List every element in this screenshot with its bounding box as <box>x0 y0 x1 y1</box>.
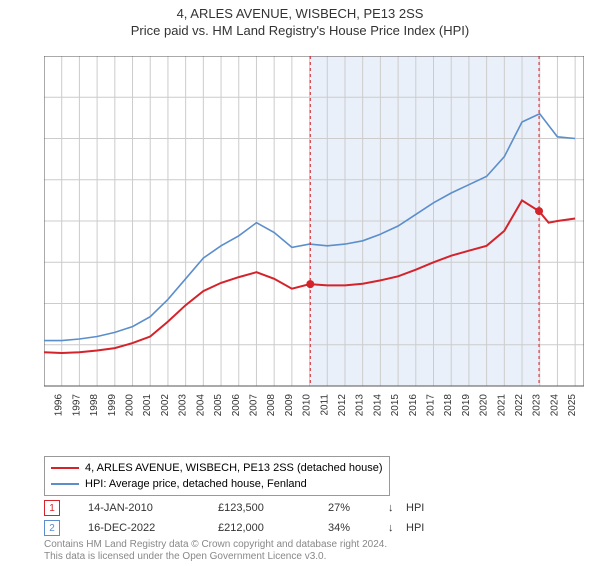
footer-line2: This data is licensed under the Open Gov… <box>44 551 387 563</box>
svg-text:2001: 2001 <box>142 394 153 416</box>
marker-suffix: HPI <box>406 522 436 534</box>
svg-text:2011: 2011 <box>319 394 330 416</box>
marker-badge: 2 <box>44 520 60 536</box>
legend-swatch <box>51 483 79 485</box>
svg-text:2010: 2010 <box>302 394 313 416</box>
svg-text:2012: 2012 <box>337 394 348 416</box>
svg-text:2002: 2002 <box>160 394 171 416</box>
marker-date: 14-JAN-2010 <box>88 502 218 514</box>
svg-text:1995: 1995 <box>44 394 47 416</box>
legend-item: HPI: Average price, detached house, Fenl… <box>51 476 383 492</box>
legend-item: 4, ARLES AVENUE, WISBECH, PE13 2SS (deta… <box>51 460 383 476</box>
chart-plot: £0K£50K£100K£150K£200K£250K£300K£350K£40… <box>44 56 584 416</box>
svg-text:2023: 2023 <box>532 394 543 416</box>
marker-row: 2 16-DEC-2022£212,00034%↓HPI <box>44 518 436 538</box>
footer-attribution: Contains HM Land Registry data © Crown c… <box>44 539 387 562</box>
legend-label: HPI: Average price, detached house, Fenl… <box>85 478 307 490</box>
svg-text:2016: 2016 <box>408 394 419 416</box>
marker-row: 1 14-JAN-2010£123,50027%↓HPI <box>44 498 436 518</box>
legend-label: 4, ARLES AVENUE, WISBECH, PE13 2SS (deta… <box>85 462 383 474</box>
svg-text:2008: 2008 <box>266 394 277 416</box>
svg-text:2020: 2020 <box>479 394 490 416</box>
marker-suffix: HPI <box>406 502 436 514</box>
svg-text:1996: 1996 <box>54 394 65 416</box>
marker-table: 1 14-JAN-2010£123,50027%↓HPI 2 16-DEC-2022£… <box>44 498 436 538</box>
marker-pct: 34% <box>328 522 388 534</box>
svg-text:2024: 2024 <box>549 394 560 416</box>
svg-text:1998: 1998 <box>89 394 100 416</box>
marker-date: 16-DEC-2022 <box>88 522 218 534</box>
chart-title-subtitle: Price paid vs. HM Land Registry's House … <box>0 23 600 38</box>
marker-price: £212,000 <box>218 522 328 534</box>
svg-text:2005: 2005 <box>213 394 224 416</box>
svg-text:2014: 2014 <box>372 394 383 416</box>
chart-container: 4, ARLES AVENUE, WISBECH, PE13 2SS Price… <box>0 6 600 566</box>
footer-line1: Contains HM Land Registry data © Crown c… <box>44 539 387 551</box>
svg-text:2006: 2006 <box>231 394 242 416</box>
svg-text:2003: 2003 <box>178 394 189 416</box>
legend: 4, ARLES AVENUE, WISBECH, PE13 2SS (deta… <box>44 456 390 496</box>
legend-swatch <box>51 467 79 469</box>
svg-text:2018: 2018 <box>443 394 454 416</box>
svg-text:2019: 2019 <box>461 394 472 416</box>
svg-text:2004: 2004 <box>195 394 206 416</box>
svg-text:1999: 1999 <box>107 394 118 416</box>
svg-text:2025: 2025 <box>567 394 578 416</box>
svg-text:2009: 2009 <box>284 394 295 416</box>
svg-text:2013: 2013 <box>355 394 366 416</box>
svg-text:1997: 1997 <box>71 394 82 416</box>
svg-text:2015: 2015 <box>390 394 401 416</box>
marker-arrow-icon: ↓ <box>388 522 406 534</box>
svg-text:2007: 2007 <box>248 394 259 416</box>
marker-price: £123,500 <box>218 502 328 514</box>
marker-badge: 1 <box>44 500 60 516</box>
marker-arrow-icon: ↓ <box>388 502 406 514</box>
svg-text:2021: 2021 <box>496 394 507 416</box>
svg-text:2017: 2017 <box>426 394 437 416</box>
svg-text:2000: 2000 <box>125 394 136 416</box>
chart-title-address: 4, ARLES AVENUE, WISBECH, PE13 2SS <box>0 6 600 21</box>
marker-pct: 27% <box>328 502 388 514</box>
svg-text:2022: 2022 <box>514 394 525 416</box>
